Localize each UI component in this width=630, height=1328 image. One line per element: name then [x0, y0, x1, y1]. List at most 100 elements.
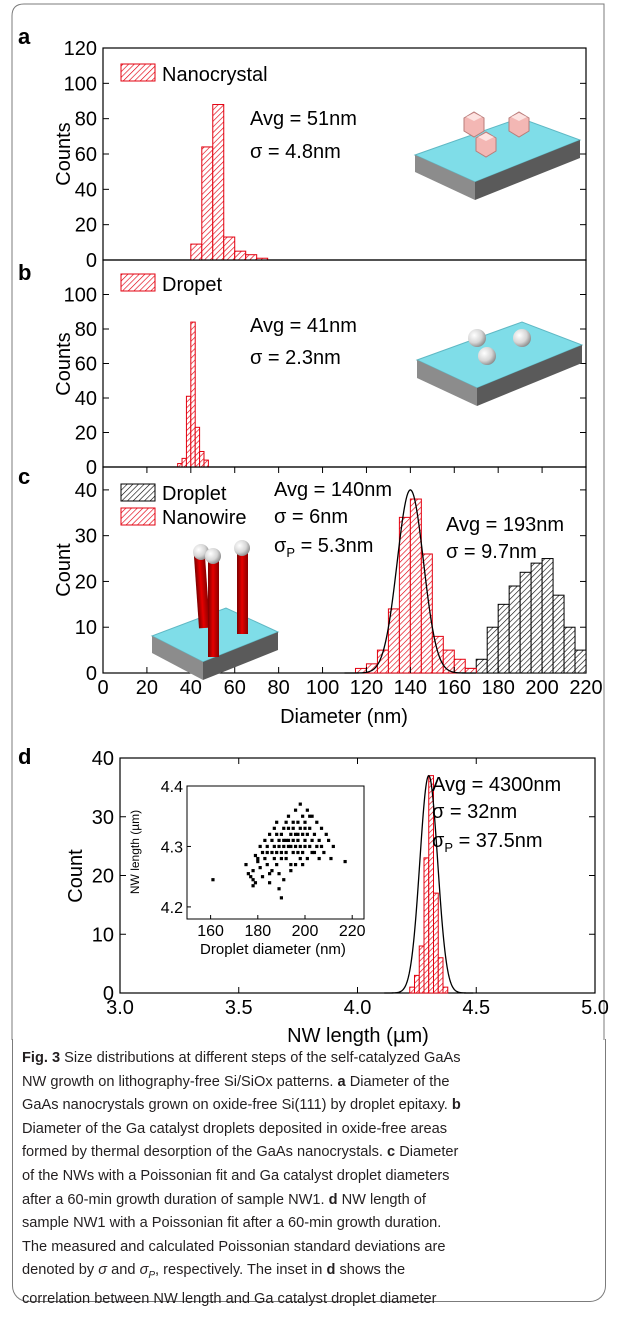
histogram-bar — [530, 562, 543, 674]
histogram-bar — [201, 146, 214, 261]
legend-label-nanocrystal: Nanocrystal — [162, 64, 268, 86]
histogram-bar — [190, 321, 196, 468]
scatter-point — [289, 862, 293, 867]
caption-text: after a 60-min growth duration of sample… — [22, 1191, 329, 1208]
caption-text: Diameter of the — [345, 1073, 450, 1090]
caption-text: Fig. 3 — [22, 1050, 61, 1066]
scatter-point — [322, 850, 326, 855]
histogram-bar — [194, 426, 201, 468]
scatter-point — [293, 844, 298, 849]
x-tick-label: 120 — [350, 677, 383, 699]
caption-text: , respectively. The inset in — [155, 1262, 327, 1279]
scatter-point — [343, 859, 347, 864]
caption-line: The measured and calculated Poissonian s… — [22, 1236, 607, 1260]
scatter-point — [277, 844, 281, 849]
histogram-bar — [541, 558, 554, 674]
scatter-point — [327, 838, 331, 843]
histogram-bar — [223, 236, 236, 261]
scatter-point — [270, 838, 274, 843]
scatter-point — [284, 856, 288, 861]
y-tick-label: 30 — [75, 526, 97, 548]
caption-text: and — [107, 1262, 140, 1279]
x-tick-label: 140 — [394, 677, 427, 699]
panel-d: d 0 10 20 30 40 3.0 3.5 4.0 4.5 5.0 Count NW len… — [18, 744, 609, 1047]
histogram-bar — [552, 594, 565, 674]
scatter-point — [308, 844, 312, 849]
scatter-point — [291, 826, 295, 830]
scatter-point — [301, 850, 305, 855]
scatter-point — [275, 820, 279, 824]
scatter-point — [308, 826, 312, 830]
caption-text: P — [148, 1270, 156, 1282]
x-axis-label: Diameter (nm) — [280, 706, 408, 728]
histogram-bar — [563, 626, 576, 674]
y-tick-label: 20 — [75, 571, 97, 593]
scatter-point — [319, 826, 324, 830]
histogram-bar — [428, 775, 434, 994]
annotation-sigma-p: σP = 37.5nm — [432, 830, 543, 855]
scatter-point — [305, 856, 309, 861]
y-tick-label: 60 — [75, 144, 97, 166]
histogram-bar — [418, 945, 425, 994]
scatter-point — [329, 856, 333, 861]
annotation-sigma-p-nanowire: σP = 5.3nm — [274, 535, 373, 560]
scatter-point — [289, 844, 293, 849]
scatter-point — [289, 869, 293, 873]
caption-text: a — [337, 1073, 346, 1090]
scatter-point — [268, 881, 272, 885]
annotation-avg: Avg = 41nm — [250, 315, 357, 337]
caption-text: GaAs nanocrystals grown on oxide-free Si… — [22, 1097, 452, 1114]
x-tick-label: 20 — [136, 677, 158, 699]
y-tick-label: 20 — [75, 215, 97, 237]
y-axis-label: Count — [65, 849, 87, 903]
legend-swatch-nanocrystal — [120, 63, 156, 82]
scatter-point — [265, 862, 269, 867]
caption-text: Diameter — [395, 1144, 459, 1161]
histogram-bar — [409, 498, 422, 674]
scatter-point — [275, 862, 279, 867]
inset-y-tick-label: 4.3 — [161, 839, 183, 856]
scatter-point — [296, 820, 300, 824]
scatter-point — [296, 838, 300, 843]
x-axis-label: NW length (µm) — [287, 1023, 429, 1047]
y-tick-label: 100 — [64, 73, 97, 95]
y-tick-label: 120 — [64, 38, 97, 60]
caption-text: d — [328, 1191, 338, 1208]
scatter-point — [310, 850, 314, 855]
legend-swatch-nanowire — [120, 507, 156, 526]
histogram-bar — [199, 450, 205, 468]
x-tick-label: 80 — [268, 677, 290, 699]
histogram-bar — [475, 658, 488, 674]
y-tick-label: 40 — [75, 480, 97, 502]
y-tick-label: 10 — [75, 617, 97, 639]
x-tick-label: 3.0 — [106, 997, 134, 1019]
histogram-bar — [245, 254, 258, 261]
scatter-point — [296, 850, 300, 855]
panel-a: a 0 20 40 60 80 100 120 Counts Nanocrystal Avg… — [18, 24, 587, 272]
histogram-bar — [442, 986, 449, 994]
scatter-point — [258, 844, 262, 849]
scatter-point — [286, 826, 291, 830]
y-tick-label: 40 — [92, 748, 114, 770]
x-tick-label: 4.5 — [462, 997, 490, 1019]
scatter-point — [251, 884, 255, 888]
scatter-point — [256, 856, 260, 861]
scatter-point — [263, 856, 267, 861]
histogram-bar — [420, 553, 433, 674]
scatter-point — [246, 872, 250, 876]
scatter-point — [275, 850, 279, 855]
annotation-sigma-droplet: σ = 9.7nm — [446, 541, 537, 563]
scatter-point — [319, 844, 324, 849]
histogram-bar — [497, 603, 510, 674]
y-axis-label: Count — [53, 543, 75, 597]
histogram-bar — [234, 250, 247, 261]
scatter-point — [301, 832, 305, 836]
histogram-bar — [181, 457, 187, 468]
caption-line: GaAs nanocrystals grown on oxide-free Si… — [22, 1094, 607, 1118]
scatter-point — [315, 820, 319, 824]
scatter-point — [251, 878, 255, 882]
scatter-point — [277, 838, 281, 843]
scatter-point — [279, 850, 283, 855]
histogram-bar — [574, 649, 587, 674]
